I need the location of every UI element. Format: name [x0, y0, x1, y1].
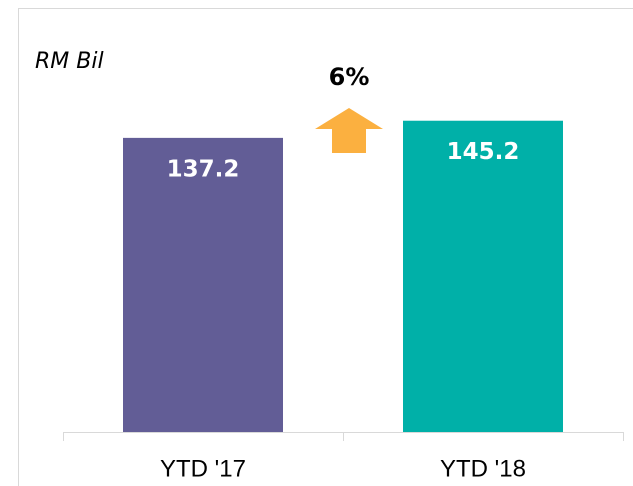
growth-annotation: 6%: [329, 63, 370, 91]
bar: [123, 137, 283, 432]
up-arrow: [315, 108, 383, 153]
bar: [403, 120, 563, 432]
chart-frame: [18, 8, 633, 486]
value-label: 145.2: [447, 139, 520, 165]
unit-label: RM Bil: [35, 49, 104, 74]
value-label: 137.2: [167, 156, 240, 182]
x-tick-label: YTD '17: [160, 455, 246, 482]
x-tick-label: YTD '18: [440, 455, 526, 482]
